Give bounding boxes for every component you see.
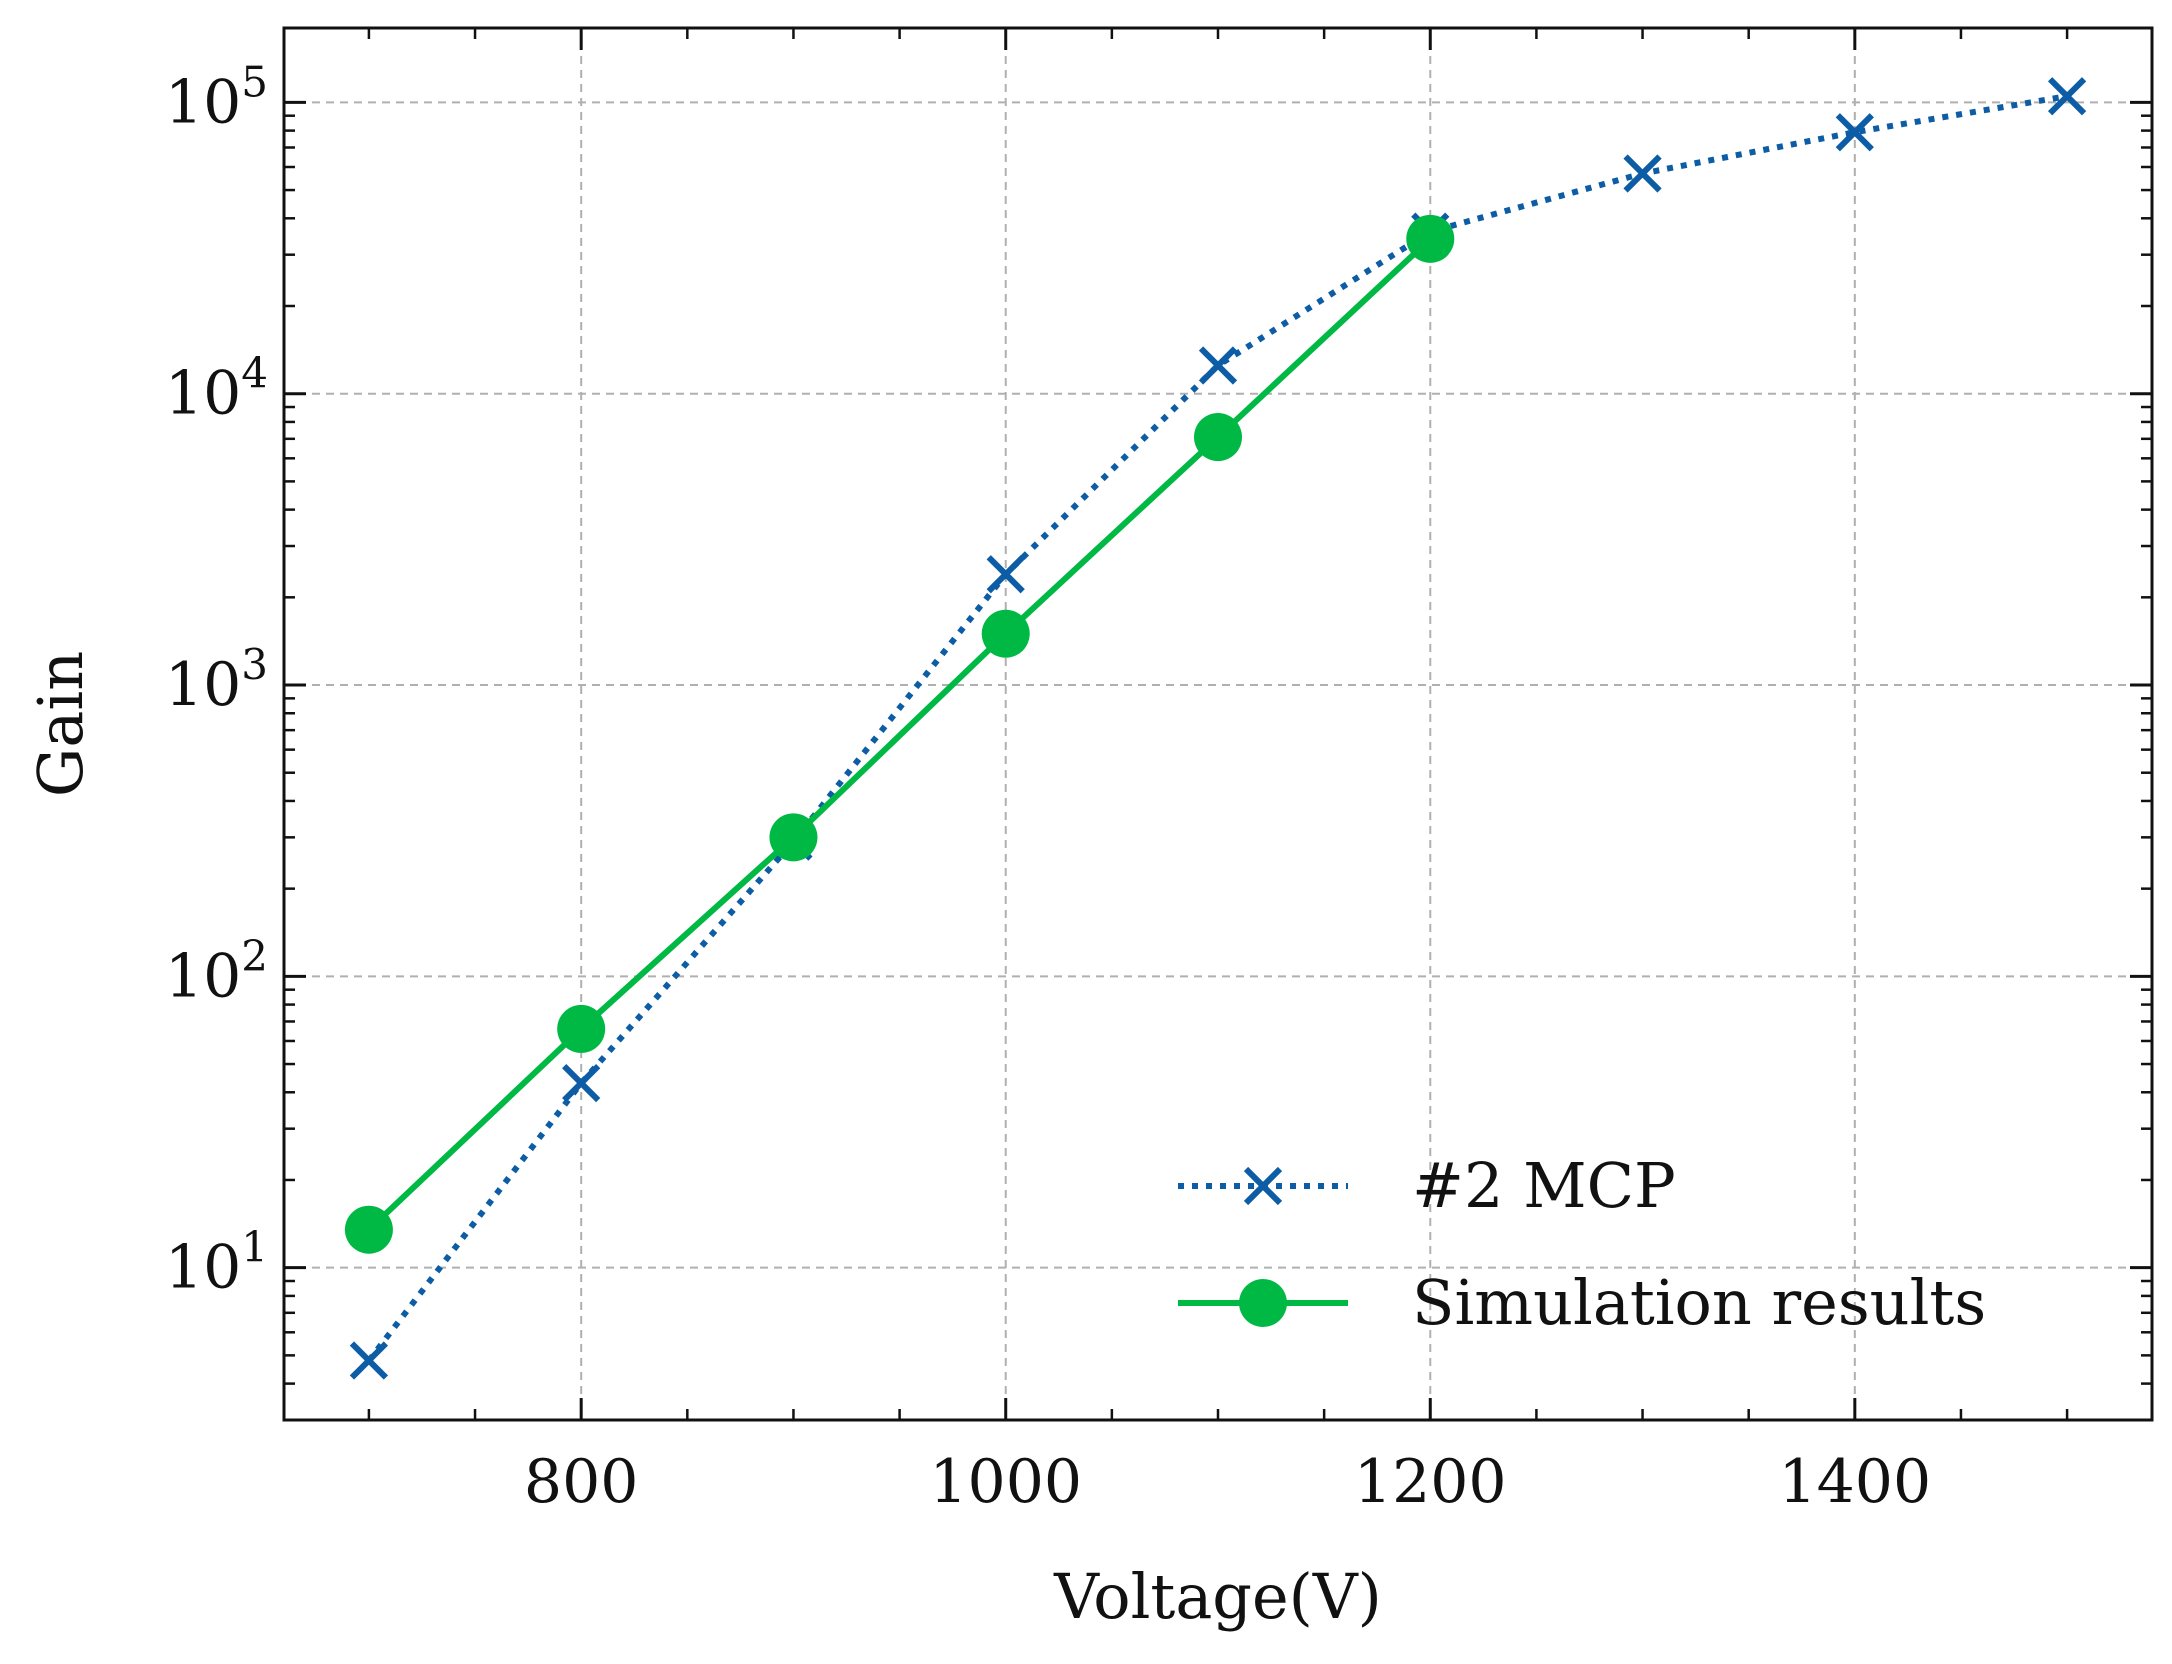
- legend-label: Simulation results: [1412, 1266, 1986, 1339]
- data-point-x-marker: [562, 1064, 601, 1103]
- plot-frame: [282, 26, 2154, 1422]
- legend-marker: [1239, 1279, 1287, 1327]
- data-point-circle-marker: [557, 1004, 606, 1053]
- x-axis-label: Voltage(V): [1053, 1560, 1382, 1633]
- major-ticks: [284, 28, 2152, 1420]
- y-tick-label: 105: [165, 57, 268, 137]
- minor-ticks: [284, 28, 2152, 1422]
- x-tick-label: 1000: [929, 1447, 1082, 1517]
- legend-item: Simulation results: [1178, 1266, 1986, 1339]
- data-point-x-marker: [2047, 77, 2087, 116]
- x-tick-label: 800: [524, 1447, 639, 1517]
- legend-marker: [1243, 1166, 1283, 1206]
- data-point-x-marker: [1623, 154, 1662, 193]
- series-simulation: [344, 214, 1455, 1254]
- y-tick-label: 103: [165, 640, 268, 720]
- data-point-circle-marker: [981, 609, 1030, 658]
- data-point-circle-marker: [344, 1205, 393, 1254]
- y-axis-label: Gain: [24, 651, 97, 797]
- data-point-circle-marker: [1406, 214, 1455, 263]
- data-point-x-marker: [1198, 346, 1238, 385]
- data-point-x-marker: [1835, 113, 1874, 152]
- series-line: [366, 236, 1433, 1232]
- y-tick-labels: 101 102 103 104 105: [165, 57, 268, 1302]
- x-tick-label: 1200: [1354, 1447, 1507, 1517]
- y-tick-label: 104: [165, 349, 268, 429]
- data-point-circle-marker: [769, 813, 818, 862]
- legend-item: #2 MCP: [1178, 1149, 1676, 1222]
- plot-background: [284, 28, 2152, 1420]
- data-point-x-marker: [986, 555, 1025, 594]
- data-point-circle-marker: [1194, 413, 1242, 462]
- legend: #2 MCP Simulation results: [1178, 1149, 1986, 1339]
- y-tick-label: 101: [165, 1223, 268, 1303]
- data-point-x-marker: [349, 1341, 389, 1380]
- x-tick-label: 1400: [1778, 1447, 1931, 1517]
- x-tick-labels: 800 1000 1200 1400: [524, 1447, 1931, 1517]
- y-tick-label: 102: [165, 931, 268, 1011]
- series-layer: [344, 77, 2087, 1380]
- legend-label: #2 MCP: [1412, 1149, 1676, 1222]
